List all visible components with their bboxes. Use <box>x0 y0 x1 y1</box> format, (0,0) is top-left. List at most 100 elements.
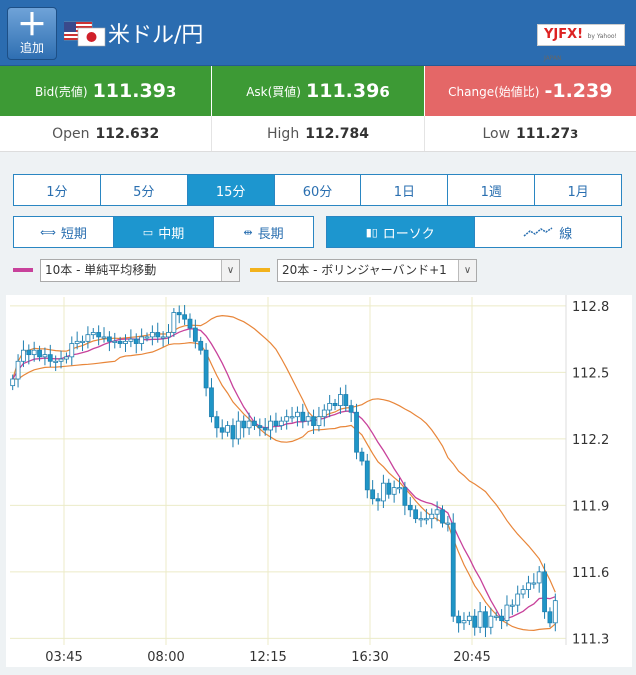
low-small: 3 <box>570 126 579 141</box>
bid-value: 111.393 <box>93 80 177 102</box>
tab-long-term[interactable]: ⇹ 長期 <box>214 217 313 247</box>
plus-icon: ＋ <box>17 8 47 43</box>
candle-body <box>289 416 295 419</box>
indicator-2-swatch <box>250 268 270 272</box>
term-tabs: ⟺ 短期 ▭ 中期 ⇹ 長期 <box>13 216 314 248</box>
candle-body <box>235 420 241 440</box>
candle-body <box>316 416 322 426</box>
candle-body <box>160 336 166 339</box>
ask-main: 111.39 <box>306 80 380 102</box>
logo-text: YJFX! <box>544 27 584 42</box>
candle-body <box>407 504 413 511</box>
indicator-2: 20本 - ボリンジャーバンド+1 ∨ <box>250 258 477 282</box>
low-cell: Low 111.273 <box>425 116 636 151</box>
candle-body <box>64 356 69 360</box>
candle-body <box>69 343 75 358</box>
candle-body <box>531 582 537 585</box>
high-value: 112.784 <box>305 125 369 142</box>
ask-cell: Ask(買値) 111.396 <box>212 66 425 116</box>
x-tick-label: 08:00 <box>147 650 184 665</box>
tab-15min[interactable]: 15分 <box>187 175 275 205</box>
candle-body <box>128 338 134 342</box>
long-term-label: 長期 <box>257 226 284 242</box>
candle-body <box>380 482 386 502</box>
price-chart[interactable]: 112.8 112.5 112.2 111.9 111.6 111.3 03:45 08:0… <box>6 295 632 667</box>
candle-body <box>332 402 338 407</box>
y-tick-label: 112.5 <box>572 366 609 381</box>
tab-short-term[interactable]: ⟺ 短期 <box>14 217 114 247</box>
candle-body <box>192 327 198 342</box>
candle-body <box>90 332 96 336</box>
x-tick-label: 03:45 <box>45 650 82 665</box>
candle-body <box>203 349 209 389</box>
candle-body <box>214 416 220 429</box>
candle-body <box>219 427 225 433</box>
tab-60min[interactable]: 60分 <box>275 175 362 205</box>
candle-body <box>241 420 247 429</box>
candle-body <box>225 425 230 433</box>
low-main: 111.27 <box>516 125 571 142</box>
candle-body <box>42 354 48 358</box>
candle-body <box>461 620 467 624</box>
candle-body <box>182 314 188 320</box>
short-term-label: 短期 <box>60 226 87 242</box>
short-term-icon: ⟺ <box>40 225 56 239</box>
moving-average-line <box>12 328 556 621</box>
low-value: 111.273 <box>516 126 578 142</box>
candle-body <box>305 416 311 422</box>
tab-1month[interactable]: 1月 <box>567 184 589 200</box>
chart-background <box>6 295 632 667</box>
candle-body <box>47 354 53 362</box>
long-term-icon: ⇹ <box>243 225 253 239</box>
candle-body <box>354 411 359 453</box>
candle-body <box>96 332 102 338</box>
candle-body <box>26 349 32 356</box>
tab-mid-term[interactable]: ▭ 中期 <box>114 217 214 247</box>
x-tick-label: 12:15 <box>249 650 286 665</box>
candle-body <box>440 509 445 524</box>
candle-body <box>53 360 59 363</box>
candle-body <box>370 489 376 500</box>
candle-body <box>278 420 284 426</box>
candle-body <box>391 487 397 495</box>
candle-body <box>300 411 306 422</box>
candle-body <box>166 332 171 338</box>
candle-body <box>273 420 279 426</box>
indicator-2-value: 20本 - ボリンジャーバンド+1 <box>282 262 447 277</box>
tab-line[interactable]: 線 <box>475 217 622 247</box>
candle-body <box>246 420 252 429</box>
candle-body <box>375 498 381 502</box>
bid-label: Bid(売値) <box>35 84 88 99</box>
bid-cell: Bid(売値) 111.393 <box>0 66 213 116</box>
candle-body <box>526 582 531 590</box>
chevron-down-icon: ∨ <box>221 259 239 281</box>
tab-1week[interactable]: 1週 <box>448 175 536 205</box>
tab-1min[interactable]: 1分 <box>14 175 101 205</box>
us-jp-flag-icon <box>64 21 106 47</box>
ask-value: 111.396 <box>306 80 390 102</box>
period-tabs: 1分 5分 15分 60分 1日 1週 1月 <box>13 174 622 206</box>
tab-1day[interactable]: 1日 <box>361 175 449 205</box>
ask-small: 6 <box>379 83 390 101</box>
ask-label: Ask(買値) <box>246 84 301 99</box>
candle-body <box>112 340 118 343</box>
candle-body <box>520 589 526 595</box>
candle-body <box>321 409 327 418</box>
candle-body <box>171 312 177 333</box>
high-cell: High 112.784 <box>212 116 425 151</box>
candle-body <box>230 425 236 440</box>
chevron-down-icon: ∨ <box>458 259 476 281</box>
indicator-1-select[interactable]: 10本 - 単純平均移動 ∨ <box>40 258 240 282</box>
indicator-2-select[interactable]: 20本 - ボリンジャーバンド+1 ∨ <box>277 258 477 282</box>
candlestick-icon: ▮▯ <box>365 225 378 239</box>
x-tick-label: 20:45 <box>453 650 490 665</box>
tab-candlestick[interactable]: ▮▯ ローソク <box>327 217 475 247</box>
candle-body <box>85 334 91 342</box>
candlestick-label: ローソク <box>382 226 435 242</box>
add-button[interactable]: ＋ 追加 <box>7 7 57 60</box>
high-label: High <box>267 125 300 142</box>
tab-5min[interactable]: 5分 <box>101 175 188 205</box>
ohl-row: Open 112.632 High 112.784 Low 111.273 <box>0 116 636 152</box>
indicator-1-value: 10本 - 単純平均移動 <box>45 262 157 277</box>
x-tick-label: 16:30 <box>351 650 388 665</box>
